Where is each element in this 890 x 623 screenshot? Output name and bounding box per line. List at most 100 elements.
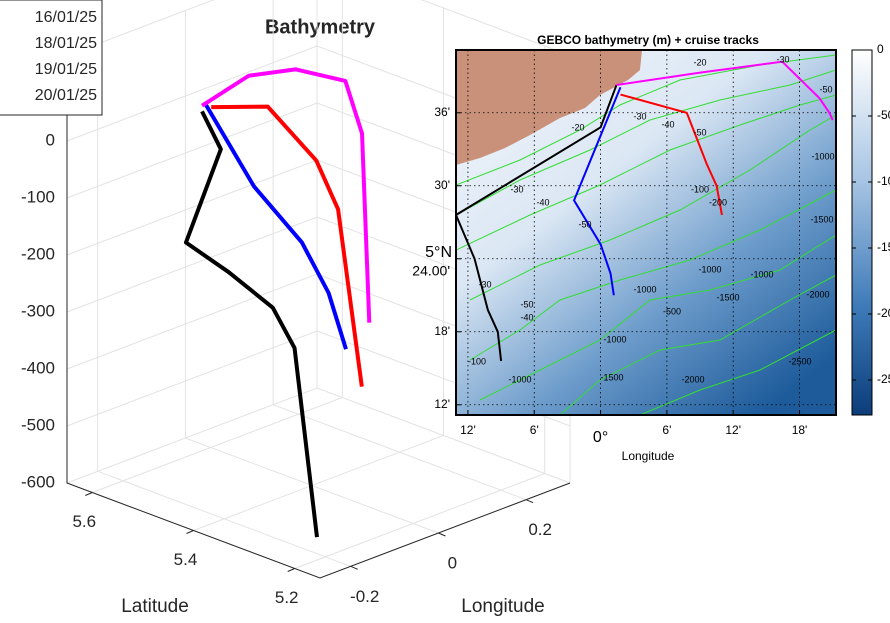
tick-mark — [525, 499, 534, 504]
colorbar-tick-label: -1000 — [877, 174, 890, 188]
contour-label: -1000 — [633, 284, 656, 294]
colorbar — [851, 49, 873, 416]
track — [200, 67, 372, 323]
map-x-tick-label: 0° — [593, 429, 608, 446]
x-tick-label: 0.2 — [528, 520, 552, 539]
map-track — [572, 86, 622, 296]
tick-mark — [186, 530, 194, 534]
map: -20-30-20 -40-50-30-40-50-100-200-1000-15… — [412, 33, 890, 463]
x-tick-label: 0 — [448, 553, 457, 572]
colorbar-tick-label: -1500 — [877, 240, 890, 254]
map-grid — [456, 50, 836, 415]
tick-mark — [287, 568, 295, 572]
contour-label: -1000 — [603, 334, 626, 344]
chart-title: Bathymetry — [265, 16, 376, 38]
track — [211, 104, 364, 387]
grid-line — [193, 8, 444, 531]
contour-labels: -20-30-20 -40-50-30-40-50-100-200-1000-15… — [468, 54, 835, 384]
box-edge — [66, 0, 571, 56]
colorbar-tick-label: 0 — [877, 42, 884, 56]
map-frame — [455, 49, 837, 416]
y-axis-label: Latitude — [121, 596, 189, 617]
map-y-tick-label: 36' — [434, 105, 450, 119]
x-tick-label: -0.2 — [350, 587, 379, 606]
z-tick-label: -200 — [21, 244, 55, 263]
contour-label: -200 — [709, 197, 727, 207]
map-x-label: Longitude — [622, 449, 675, 463]
y-tick-label: 5.4 — [174, 550, 198, 569]
colorbar-tick-label: -2000 — [877, 306, 890, 320]
contour-label: -40 — [520, 312, 533, 322]
colorbar-tick-label: -500 — [877, 108, 890, 122]
contour-label: -1500 — [810, 214, 833, 224]
map-y-tick-label: 12' — [434, 397, 450, 411]
legend-label: 19/01/25 — [35, 61, 97, 78]
z-tick-label: -400 — [21, 358, 55, 377]
contour-label: -50 — [693, 127, 706, 137]
grid-line — [272, 0, 527, 501]
y-tick-label: 5.6 — [72, 512, 96, 531]
contour-label: -20 — [571, 122, 584, 132]
contour-label: -1000 — [750, 269, 773, 279]
contour-label: -1000 — [811, 151, 834, 161]
contour-label: -500 — [663, 306, 681, 316]
map-tracks — [456, 60, 834, 362]
contours — [456, 54, 836, 415]
colorbar-tick-label: -2500 — [877, 372, 890, 386]
contour-label: -1000 — [508, 374, 531, 384]
contour-label: -30 — [633, 111, 646, 121]
contour-label: -1500 — [716, 292, 739, 302]
contour-label: -100 — [691, 184, 709, 194]
x-axis-label: Longitude — [461, 596, 544, 617]
map-y-tick-label: 18' — [434, 324, 450, 338]
map-x-tick-label: 6' — [530, 423, 539, 437]
contour-label: -2500 — [788, 356, 811, 366]
contour-label: -1500 — [600, 372, 623, 382]
map-track — [616, 60, 834, 121]
map-track — [456, 84, 618, 362]
lat-degree-label: 5°N — [425, 244, 452, 261]
legend-label: 18/01/25 — [35, 35, 97, 52]
map-x-tick-label: 18' — [792, 423, 808, 437]
contour-label: -50 — [819, 84, 832, 94]
grid-line — [92, 0, 343, 493]
tick-mark — [85, 492, 93, 496]
legend-label: 20/01/25 — [35, 87, 97, 104]
legend-label: 16/01/25 — [35, 9, 97, 26]
contour-label: -50 — [578, 219, 591, 229]
axis-line — [66, 55, 571, 579]
grid-line — [66, 387, 571, 484]
contour-label: -30 — [510, 184, 523, 194]
contour-label: -40 — [536, 197, 549, 207]
grid-line — [184, 10, 439, 534]
map-x-tick-label: 6' — [662, 423, 671, 437]
tick-mark — [438, 532, 446, 537]
contour-label: -20 — [693, 57, 706, 67]
y-tick-label: 5.2 — [275, 588, 299, 607]
z-tick-label: -300 — [21, 301, 55, 320]
contour-label: -30 — [776, 54, 789, 64]
map-y-tick-label: 24.00' — [412, 262, 450, 278]
contour-label: -30 — [478, 279, 491, 289]
z-tick-label: -600 — [21, 472, 55, 491]
z-tick-label: -500 — [21, 415, 55, 434]
contour-label: -2000 — [681, 374, 704, 384]
map-track — [620, 93, 723, 216]
contour-label: -1000 — [698, 264, 721, 274]
z-tick-label: -100 — [21, 187, 55, 206]
map-x-tick-label: 12' — [725, 423, 741, 437]
contour-label: -100 — [468, 356, 486, 366]
map-y-tick-label: 30' — [434, 178, 450, 192]
track — [183, 110, 319, 538]
contour-label: -2000 — [806, 289, 829, 299]
tick-mark — [350, 565, 358, 570]
map-x-tick-label: 12' — [460, 423, 476, 437]
contour-label: -40 — [661, 119, 674, 129]
land — [456, 50, 642, 165]
legend-box — [0, 0, 103, 116]
contour-label: -50 — [520, 299, 533, 309]
map-title: GEBCO bathymetry (m) + cruise tracks — [537, 33, 759, 47]
track — [204, 104, 348, 350]
legend: 16/01/25 18/01/25 19/01/25 20/01/25 — [0, 0, 103, 116]
